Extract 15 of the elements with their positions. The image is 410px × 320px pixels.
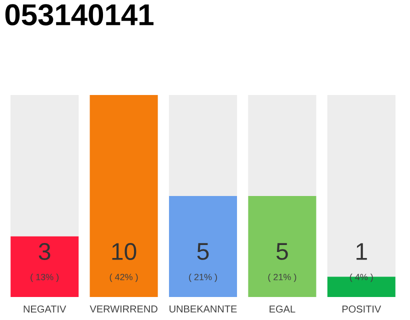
annotation: ( 42% ) <box>110 274 138 282</box>
data-label: 5 <box>276 243 288 260</box>
annotation: ( 13% ) <box>30 274 59 282</box>
data-label: 3 <box>38 243 50 260</box>
data-label: 5 <box>197 243 209 260</box>
annotation: ( 21% ) <box>268 274 296 282</box>
annotation: ( 21% ) <box>189 274 217 282</box>
x-tick-label: UNBEKANNTE <box>170 306 237 312</box>
chart-title: 053140141 <box>5 4 154 26</box>
data-label: 1 <box>356 243 367 260</box>
x-tick-label: POSITIV <box>342 306 382 313</box>
x-tick-label: EGAL <box>270 306 296 313</box>
x-tick-label: VERWIRREND <box>90 306 158 312</box>
x-tick-label: NEGATIV <box>24 306 66 313</box>
data-label: 10 <box>112 243 136 260</box>
